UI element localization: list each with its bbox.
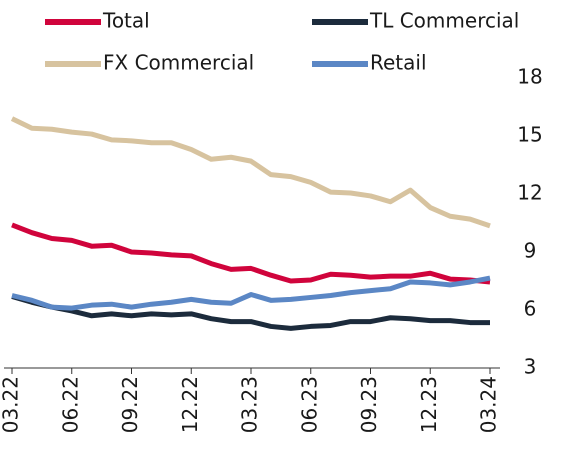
x-tick-label: 03.24 (477, 376, 501, 433)
legend-label: TL Commercial (369, 9, 519, 33)
x-tick-label: 03.22 (0, 376, 23, 433)
x-tick-label: 09.23 (357, 376, 381, 433)
x-tick-label: 03.23 (238, 376, 262, 433)
x-tick-label: 12.22 (178, 376, 202, 433)
series-line (11, 222, 491, 285)
y-tick-label: 6 (524, 297, 537, 321)
series-line (11, 275, 491, 311)
legend-label: Retail (370, 51, 427, 75)
x-tick-label: 12.23 (417, 376, 441, 433)
y-tick-label: 3 (524, 355, 537, 379)
x-tick-label: 09.22 (118, 376, 142, 433)
x-tick-label: 06.23 (297, 376, 321, 433)
y-tick-label: 9 (524, 239, 537, 263)
legend-label: FX Commercial (103, 51, 254, 75)
y-tick-label: 12 (517, 181, 542, 205)
y-tick-label: 18 (517, 65, 542, 89)
series-line (11, 294, 490, 331)
y-tick-label: 15 (517, 123, 542, 147)
x-tick-label: 06.22 (58, 376, 82, 433)
series-line (10, 116, 491, 229)
legend-label: Total (102, 9, 150, 33)
